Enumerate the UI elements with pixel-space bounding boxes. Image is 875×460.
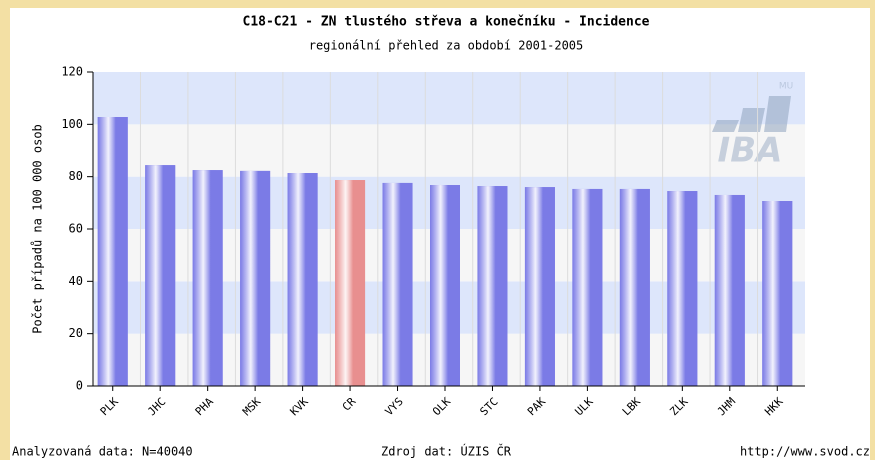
x-tick-label: MSK (240, 395, 264, 419)
x-tick-label: OLK (430, 395, 454, 419)
bar (145, 165, 176, 386)
bar (382, 182, 413, 386)
footer-left: Analyzovaná data: N=40040 (12, 445, 193, 459)
x-tick-label: HKK (762, 395, 786, 419)
logo-text: IBA (718, 131, 783, 171)
bar (192, 170, 223, 386)
x-tick-label: LBK (620, 395, 644, 419)
bar (335, 180, 366, 386)
x-tick-label: PHA (193, 395, 217, 419)
logo-small: MU (779, 82, 793, 92)
y-tick-label: 80 (69, 169, 83, 183)
bar (430, 185, 460, 386)
chart-title: C18-C21 - ZN tlustého střeva a konečníku… (243, 15, 650, 30)
y-tick-label: 120 (61, 65, 83, 79)
grid-band (93, 72, 805, 125)
x-tick-label: ZLK (667, 395, 691, 419)
x-tick-label: KVK (288, 395, 312, 419)
y-axis-label: Počet případů na 100 000 osob (31, 124, 45, 334)
chart-subtitle: regionální přehled za období 2001-2005 (309, 39, 584, 53)
x-tick-label: PAK (525, 395, 549, 419)
x-tick-label: ULK (572, 395, 596, 419)
bar (287, 173, 318, 386)
bar (524, 187, 555, 386)
bar (97, 117, 128, 387)
y-tick-label: 60 (69, 222, 83, 236)
grid-band (93, 124, 805, 177)
x-tick-label: JHC (145, 395, 168, 418)
logo-bar (738, 108, 765, 132)
y-tick-label: 0 (76, 379, 83, 393)
logo-bar (712, 120, 739, 132)
bar (762, 201, 793, 386)
bar (667, 191, 698, 386)
bar (240, 170, 271, 386)
x-tick-label: VYS (383, 395, 406, 418)
x-tick-label: PLK (98, 395, 122, 419)
y-tick-label: 100 (61, 117, 83, 131)
logo-bar (764, 96, 791, 132)
x-tick-label: STC (477, 395, 500, 418)
y-tick-label: 40 (69, 274, 83, 288)
x-tick-label: JHM (715, 395, 739, 419)
footer-center: Zdroj dat: ÚZIS ČR (381, 444, 512, 459)
bar (714, 194, 745, 386)
bar (572, 188, 603, 386)
y-tick-label: 20 (69, 326, 83, 340)
x-tick-label: CR (340, 395, 359, 414)
bar (619, 188, 650, 386)
bar (477, 186, 508, 386)
logo: IBA MU (712, 82, 793, 171)
footer-right: http://www.svod.cz (740, 445, 870, 459)
